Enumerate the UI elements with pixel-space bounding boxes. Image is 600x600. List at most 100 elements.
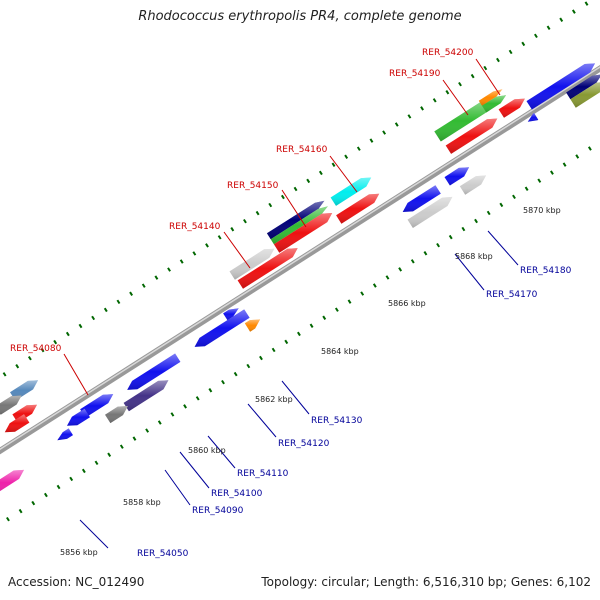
leader-line <box>247 403 277 438</box>
gene-arrow-shading <box>0 395 22 415</box>
tick-mark <box>78 323 83 329</box>
leader-line <box>281 189 307 228</box>
leader-line <box>63 353 89 396</box>
gene-label: RER_54110 <box>237 469 289 479</box>
tick-mark <box>499 202 504 208</box>
tick-mark <box>192 251 197 256</box>
tick-mark <box>432 98 437 103</box>
tick-mark <box>233 371 238 377</box>
gene-label: RER_54120 <box>278 439 330 449</box>
tick-marks <box>2 1 592 522</box>
gene-arrow-shading <box>80 394 114 418</box>
tick-mark <box>322 315 327 320</box>
tick-mark <box>559 17 564 22</box>
tick-mark <box>407 114 412 119</box>
tick-mark <box>255 210 260 216</box>
tick-mark <box>167 267 171 272</box>
tick-mark <box>145 428 150 433</box>
tick-mark <box>571 9 576 14</box>
tick-mark <box>394 122 399 127</box>
tick-mark <box>382 130 387 135</box>
accession-text: Accession: NC_012490 <box>8 575 145 589</box>
tick-mark <box>205 243 209 248</box>
tick-mark <box>91 315 96 321</box>
gene-arrow-shading <box>67 408 90 426</box>
gene-arrow-shading <box>0 469 24 492</box>
gene-arrow-shading <box>434 100 495 142</box>
gene-label: RER_54170 <box>486 290 538 300</box>
gene-arrow-shading <box>10 380 38 401</box>
gene-arrow-shading <box>445 118 498 154</box>
tick-mark <box>246 363 251 369</box>
tick-mark <box>15 364 20 369</box>
tick-mark <box>103 307 108 313</box>
tick-mark <box>6 516 10 522</box>
tick-mark <box>584 1 589 6</box>
tick-mark <box>470 73 475 79</box>
tick-mark <box>508 49 513 55</box>
gene-labels: RER_54050 RER_54080 RER_54090 RER_54100 RER_… <box>10 48 572 559</box>
tick-mark <box>94 460 99 466</box>
scale-label-5866: 5866 kbp <box>388 299 426 308</box>
tick-mark <box>445 90 450 95</box>
gene-arrow-shading <box>105 406 128 424</box>
tick-mark <box>461 226 466 232</box>
tick-mark <box>420 106 424 111</box>
scale-label-5858: 5858 kbp <box>123 498 161 507</box>
tick-mark <box>40 347 45 353</box>
tick-mark <box>344 154 349 159</box>
gene-arrow-shading <box>336 193 380 224</box>
tick-mark <box>129 291 134 296</box>
tick-mark <box>448 234 453 240</box>
tick-mark <box>208 388 213 393</box>
tick-mark <box>423 251 428 256</box>
tick-mark <box>347 299 352 304</box>
tick-mark <box>458 81 462 87</box>
tick-mark <box>154 275 159 280</box>
gene-arrow-shading <box>244 319 261 332</box>
tick-mark <box>132 436 137 441</box>
tick-mark <box>331 162 336 168</box>
tick-mark <box>546 25 551 30</box>
tick-mark <box>550 170 554 175</box>
tick-mark <box>575 154 580 159</box>
gene-arrow-shading <box>4 414 30 433</box>
tick-mark <box>486 210 491 216</box>
tick-mark <box>31 500 36 506</box>
tick-mark <box>496 57 500 63</box>
tick-mark <box>410 259 415 264</box>
tick-mark <box>221 379 225 385</box>
tick-mark <box>170 412 175 417</box>
gene-arrow-shading <box>527 112 539 122</box>
tick-mark <box>318 170 323 176</box>
tick-mark <box>27 355 32 361</box>
gene-label: RER_54090 <box>192 506 244 516</box>
tick-mark <box>436 242 441 248</box>
tick-mark <box>398 267 403 272</box>
tick-mark <box>385 275 390 280</box>
gene-arrow-shading <box>407 196 453 228</box>
tick-mark <box>306 178 311 184</box>
tick-mark <box>474 218 478 224</box>
tick-mark <box>157 420 162 425</box>
gene-arrow-shading <box>270 206 328 245</box>
gene-arrow-shading <box>459 175 487 195</box>
tick-mark <box>195 396 200 401</box>
gene-arrow-shading <box>266 200 325 240</box>
tick-mark <box>360 291 365 296</box>
leader-line <box>454 253 485 291</box>
tick-mark <box>524 186 529 191</box>
gene-features <box>0 63 600 492</box>
tick-mark <box>141 283 146 288</box>
tick-mark <box>369 138 374 143</box>
gene-arrow-shading <box>194 309 250 347</box>
gene-arrow-shading <box>566 74 600 100</box>
tick-mark <box>81 468 86 474</box>
gene-label: RER_54140 <box>169 222 221 232</box>
gene-label: RER_54080 <box>10 344 62 354</box>
tick-mark <box>587 146 592 151</box>
topology-text: Topology: circular; Length: 6,516,310 bp… <box>261 575 591 589</box>
leader-line <box>329 155 358 193</box>
tick-mark <box>116 299 121 305</box>
